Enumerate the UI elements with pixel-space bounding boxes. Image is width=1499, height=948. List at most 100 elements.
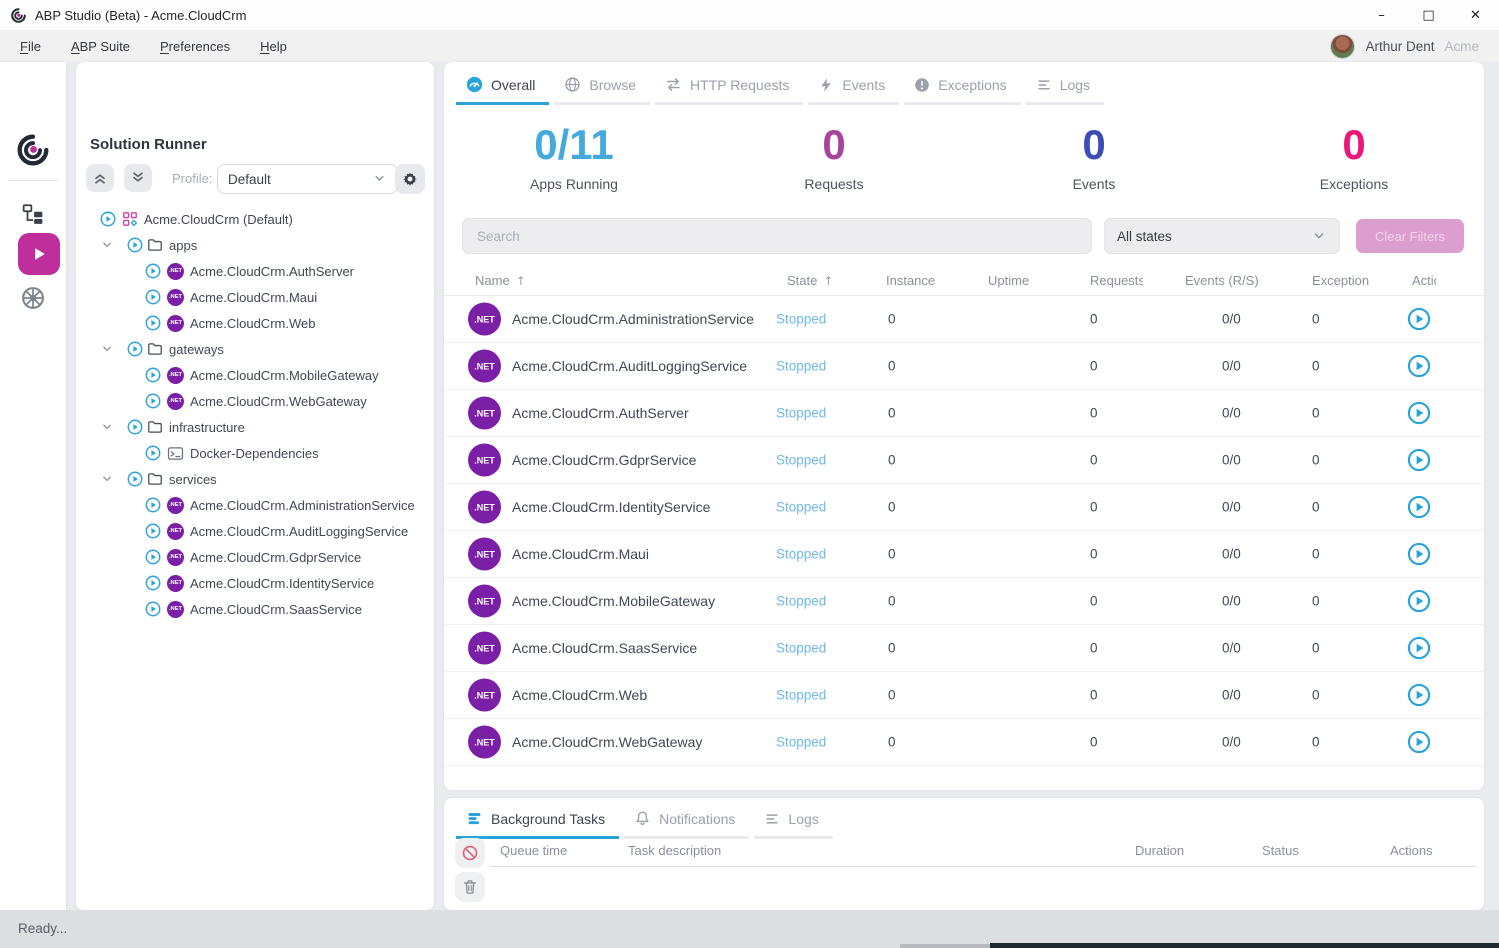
dotnet-icon: .NET [167,367,184,384]
run-icon[interactable] [145,315,161,331]
runner-settings-button[interactable] [395,164,425,194]
run-icon[interactable] [127,237,143,253]
chevron-down-icon[interactable] [100,342,114,356]
start-service-button[interactable] [1407,730,1431,754]
tree-item-folder[interactable]: apps [76,232,434,258]
tree-item-app[interactable]: .NET Acme.CloudCrm.AdministrationService [76,492,434,518]
run-icon[interactable] [127,341,143,357]
avatar[interactable] [1330,34,1355,59]
tree-item-app[interactable]: .NET Acme.CloudCrm.MobileGateway [76,362,434,388]
user-name[interactable]: Arthur Dent [1365,39,1434,54]
run-icon[interactable] [145,601,161,617]
run-icon[interactable] [145,497,161,513]
start-service-button[interactable] [1407,589,1431,613]
tree-item-app[interactable]: .NET Acme.CloudCrm.WebGateway [76,388,434,414]
col-events[interactable]: Events (R/S) [1185,273,1259,288]
run-icon[interactable] [145,549,161,565]
tree-item-folder[interactable]: infrastructure [76,414,434,440]
tree-item-app[interactable]: .NET Acme.CloudCrm.AuditLoggingService [76,518,434,544]
col-state[interactable]: State↑ [787,273,833,288]
run-icon[interactable] [127,419,143,435]
tab-logs[interactable]: Logs [1026,68,1104,105]
col-uptime[interactable]: Uptime [988,273,1029,288]
service-row[interactable]: .NET Acme.CloudCrm.SaasService Stopped 0… [444,625,1484,672]
dotnet-icon: .NET [167,263,184,280]
run-icon[interactable] [145,445,161,461]
service-row[interactable]: .NET Acme.CloudCrm.IdentityService Stopp… [444,484,1484,531]
tab-exceptions[interactable]: Exceptions [904,68,1020,105]
state-filter-select[interactable]: All states [1104,218,1340,254]
tree-item-app[interactable]: .NET Acme.CloudCrm.SaasService [76,596,434,622]
run-icon[interactable] [100,211,116,227]
service-table: .NET Acme.CloudCrm.AdministrationService… [444,296,1484,766]
tab-browse[interactable]: Browse [554,68,650,105]
col-task-description: Task description [628,843,721,858]
col-requests[interactable]: Requests [1090,273,1143,288]
start-service-button[interactable] [1407,542,1431,566]
menu-abp-suite[interactable]: ABP Suite [71,39,130,54]
col-instance[interactable]: Instance [886,273,935,288]
filter-row: All states Clear Filters [444,218,1484,254]
tree-item-app[interactable]: .NET Acme.CloudCrm.Maui [76,284,434,310]
solution-explorer-icon[interactable] [19,200,47,228]
run-icon[interactable] [127,471,143,487]
service-row[interactable]: .NET Acme.CloudCrm.GdprService Stopped 0… [444,437,1484,484]
tree-item-solution[interactable]: Acme.CloudCrm (Default) [76,206,434,232]
clear-tasks-button[interactable] [455,872,485,902]
start-service-button[interactable] [1407,401,1431,425]
start-service-button[interactable] [1407,307,1431,331]
tree-item-app[interactable]: .NET Acme.CloudCrm.AuthServer [76,258,434,284]
chevron-down-icon[interactable] [100,420,114,434]
col-exceptions[interactable]: Exceptions [1312,273,1369,288]
start-service-button[interactable] [1407,448,1431,472]
run-icon[interactable] [145,289,161,305]
tab-overall[interactable]: Overall [456,68,549,105]
chevron-down-icon[interactable] [100,238,114,252]
minimize-button[interactable]: – [1358,0,1405,30]
start-service-button[interactable] [1407,683,1431,707]
menu-help[interactable]: Help [260,39,287,54]
service-row[interactable]: .NET Acme.CloudCrm.AuthServer Stopped 0 … [444,390,1484,437]
run-icon[interactable] [145,367,161,383]
profile-label: Profile: [172,171,212,186]
chevron-down-icon[interactable] [100,472,114,486]
maximize-button[interactable]: □ [1405,0,1452,30]
expand-all-button[interactable] [124,164,152,192]
service-row[interactable]: .NET Acme.CloudCrm.Maui Stopped 0 0 0/0 … [444,531,1484,578]
tree-item-app[interactable]: .NET Acme.CloudCrm.Web [76,310,434,336]
tab-background-tasks[interactable]: Background Tasks [456,802,619,839]
tab-http-requests[interactable]: HTTP Requests [655,68,803,105]
start-service-button[interactable] [1407,636,1431,660]
tree-item-docker[interactable]: Docker-Dependencies [76,440,434,466]
run-icon[interactable] [145,523,161,539]
collapse-all-button[interactable] [86,164,114,192]
service-row[interactable]: .NET Acme.CloudCrm.Web Stopped 0 0 0/0 0 [444,672,1484,719]
service-row[interactable]: .NET Acme.CloudCrm.MobileGateway Stopped… [444,578,1484,625]
service-row[interactable]: .NET Acme.CloudCrm.AuditLoggingService S… [444,343,1484,390]
kubernetes-icon[interactable] [19,284,47,312]
window-title: ABP Studio (Beta) - Acme.CloudCrm [35,8,246,23]
close-button[interactable]: ✕ [1452,0,1499,30]
profile-select[interactable]: Default [217,164,398,194]
tree-item-folder[interactable]: services [76,466,434,492]
run-icon[interactable] [145,263,161,279]
run-icon[interactable] [145,575,161,591]
gauge-icon [466,76,483,93]
tree-item-app[interactable]: .NET Acme.CloudCrm.GdprService [76,544,434,570]
service-row[interactable]: .NET Acme.CloudCrm.AdministrationService… [444,296,1484,343]
tree-item-app[interactable]: .NET Acme.CloudCrm.IdentityService [76,570,434,596]
tab-events[interactable]: Events [808,68,899,105]
service-row[interactable]: .NET Acme.CloudCrm.WebGateway Stopped 0 … [444,719,1484,766]
menu-preferences[interactable]: Preferences [160,39,230,54]
tab-logs-bottom[interactable]: Logs [754,802,832,839]
search-input[interactable] [462,218,1092,254]
col-name[interactable]: Name↑ [475,273,526,288]
run-icon[interactable] [145,393,161,409]
tree-item-folder[interactable]: gateways [76,336,434,362]
start-service-button[interactable] [1407,495,1431,519]
solution-runner-icon[interactable] [18,233,60,275]
tab-notifications[interactable]: Notifications [624,802,749,839]
clear-filters-button[interactable]: Clear Filters [1356,219,1464,253]
start-service-button[interactable] [1407,354,1431,378]
menu-file[interactable]: File [20,39,41,54]
